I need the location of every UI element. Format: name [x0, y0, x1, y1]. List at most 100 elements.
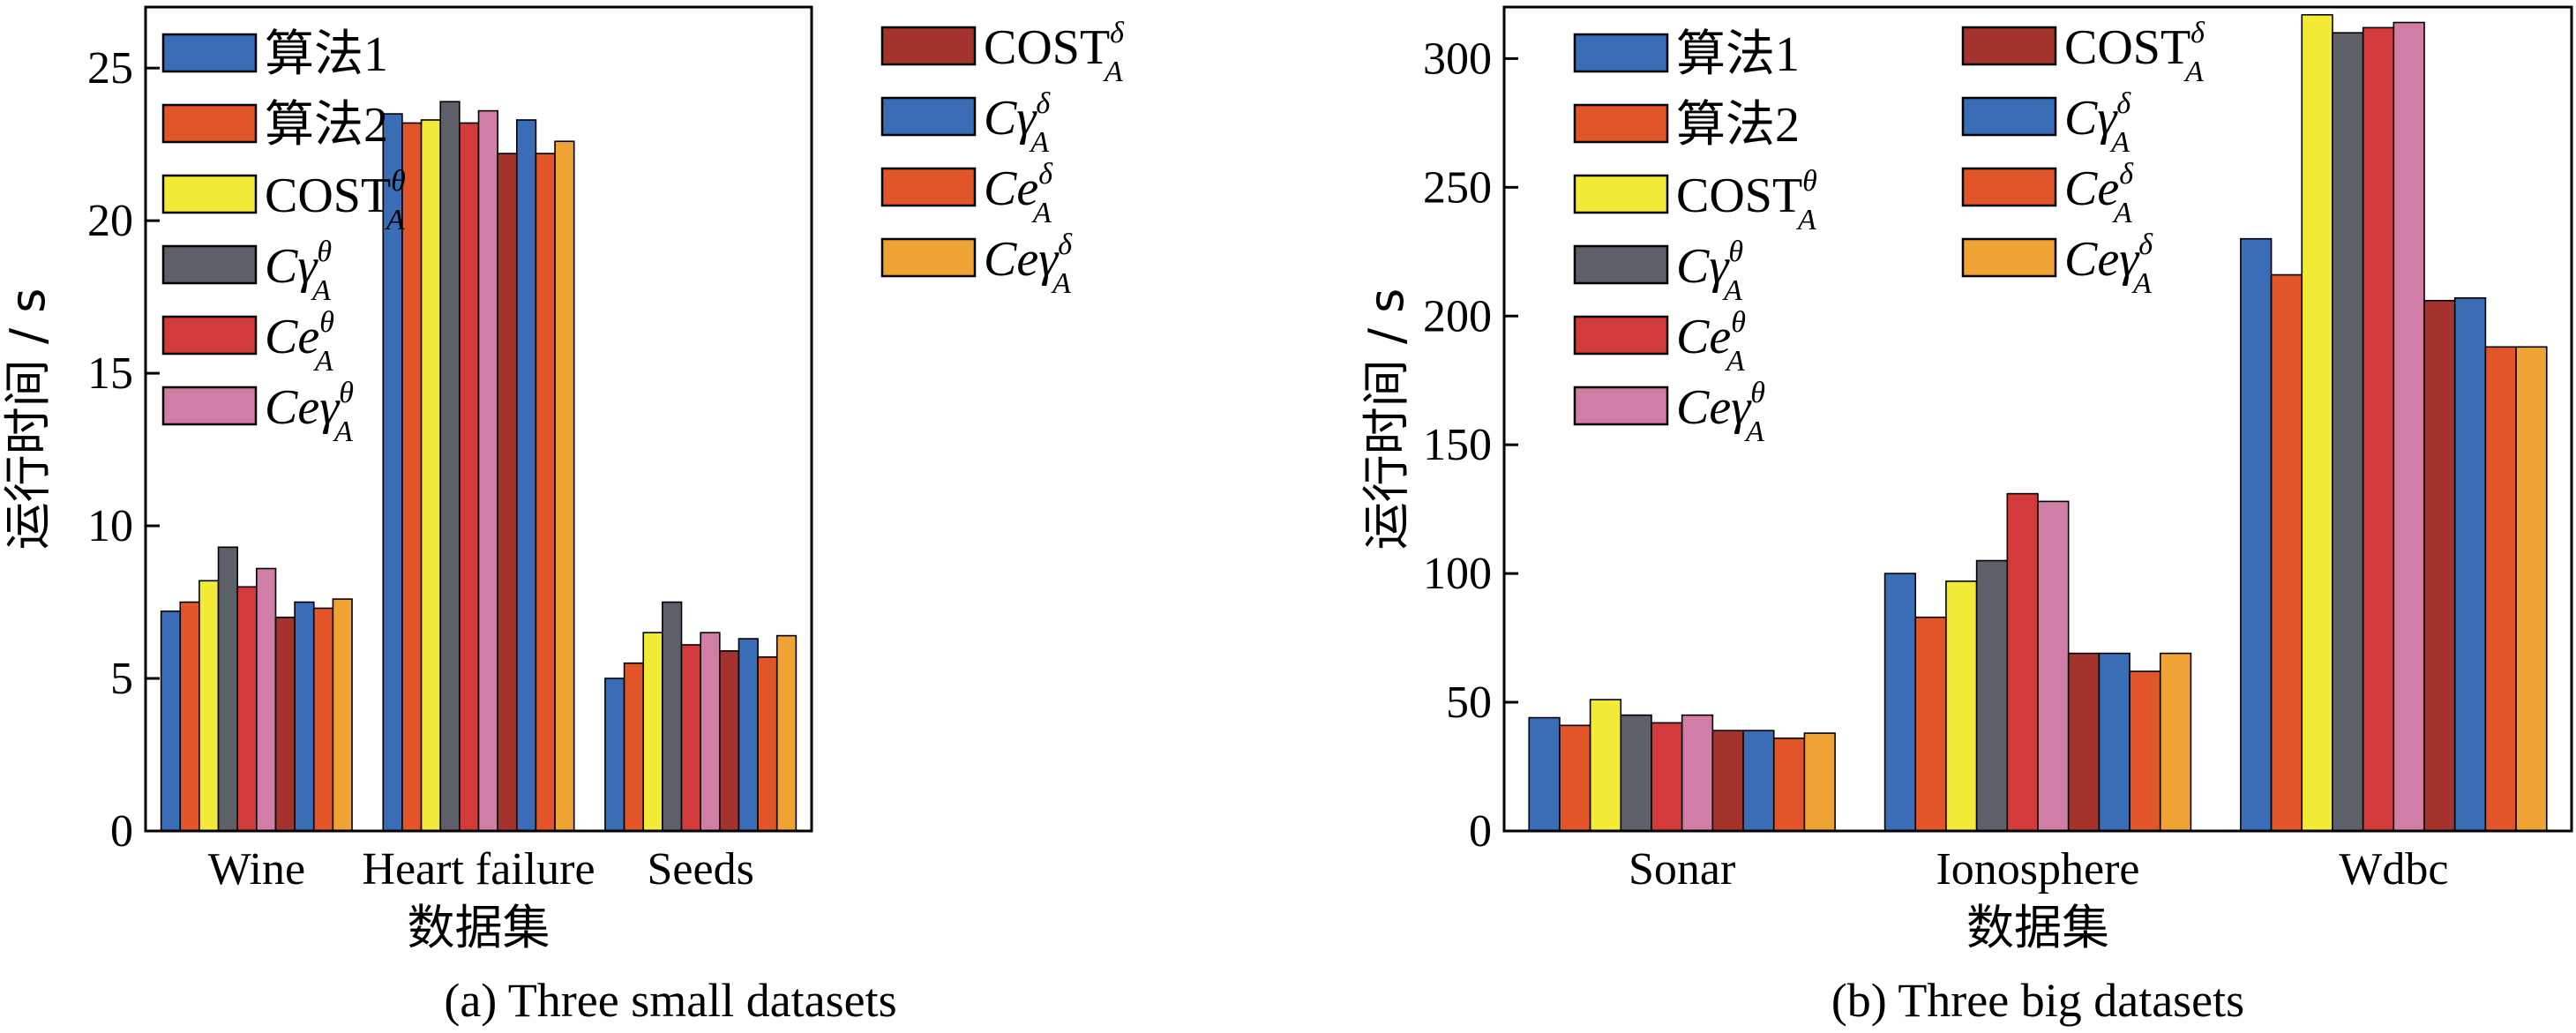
bar-series-10-wine [332, 598, 353, 832]
y-tick-label: 0 [1469, 806, 1492, 857]
legend-swatch [880, 96, 977, 137]
legend-swatch [161, 386, 258, 426]
legend-item: 算法1 [161, 27, 388, 82]
legend-swatch [1961, 96, 2057, 137]
bar-series-9-sonar [1772, 737, 1806, 832]
bar-series-4-seeds [662, 601, 683, 832]
bar-series-4-heart-failure [439, 101, 461, 832]
plot-frame [1502, 5, 2573, 833]
legend-item: Cγδ A [1961, 87, 2131, 159]
bar-series-5-seeds [680, 644, 701, 832]
legend-swatch [161, 244, 258, 285]
y-tick-label: 50 [1446, 677, 1492, 728]
bar-series-8-ionosphere [2098, 652, 2130, 832]
legend-item: Ceγθ A [161, 377, 354, 448]
bar-series-6-seeds [700, 632, 721, 832]
legend-item: Ceγθ A [1573, 377, 1765, 448]
bar-series-10-seeds [775, 634, 798, 832]
legend-swatch [1961, 26, 2057, 66]
bar-series-8-heart-failure [515, 119, 537, 832]
legend-swatch [1573, 315, 1669, 356]
x-category-label: Ionosphere [1936, 844, 2139, 895]
legend-label: 算法2 [265, 98, 388, 153]
bar-series-3-ionosphere [1945, 580, 1978, 832]
bar-series-2-wine [179, 601, 200, 832]
bar-series-8-sonar [1742, 730, 1775, 832]
bar-series-9-wdbc [2484, 346, 2517, 832]
bar-series-8-wine [294, 601, 315, 832]
bar-series-10-sonar [1803, 732, 1836, 832]
bar-series-7-seeds [719, 650, 740, 832]
bar-series-10-heart-failure [554, 140, 575, 832]
x-axis-title: 数据集 [408, 900, 550, 955]
legend-swatch [1573, 244, 1669, 285]
bar-series-1-seeds [604, 677, 625, 832]
legend-label: 算法1 [1676, 27, 1800, 82]
bar-series-7-heart-failure [497, 153, 518, 832]
legend-item: COSTδ A [880, 17, 1125, 88]
legend-swatch [880, 237, 977, 278]
chart-big-datasets: 0 50 100 150 200 250 300 Sonar Ionosphere Wdbc 数据集… [1359, 5, 2573, 1027]
bar-series-3-wine [198, 580, 220, 832]
bar-series-2-heart-failure [401, 122, 423, 832]
legend-label: COSTδ A [2064, 17, 2205, 88]
bar-series-1-wdbc [2240, 237, 2273, 832]
y-tick-label: 5 [110, 654, 133, 704]
bar-series-5-ionosphere [2006, 492, 2039, 832]
legend-label: COSTθ A [265, 165, 406, 236]
y-axis-title: 运行时间 / s [0, 288, 56, 550]
x-axis-title: 数据集 [1966, 900, 2109, 955]
bar-series-7-wine [274, 617, 296, 832]
legend-item: Ceγδ A [1961, 228, 2153, 300]
bar-series-1-sonar [1528, 716, 1561, 832]
legend-swatch [1573, 386, 1669, 426]
legend-item: COSTθ A [161, 165, 406, 236]
x-category-label: Wdbc [2339, 844, 2448, 895]
legend-swatch [880, 167, 977, 207]
legend-label: COSTθ A [1676, 165, 1817, 236]
legend-label: Ceθ A [1676, 306, 1746, 378]
bar-series-3-wdbc [2301, 13, 2333, 832]
legend-item: 算法2 [1573, 98, 1800, 153]
legend-swatch [161, 174, 258, 214]
legend-item: Ceθ A [1573, 306, 1746, 378]
bar-series-6-ionosphere [2037, 500, 2070, 832]
bar-series-8-wdbc [2453, 297, 2487, 832]
legend-label: Ceθ A [265, 306, 334, 378]
legend-swatch [161, 315, 258, 356]
bar-series-6-wine [256, 567, 277, 832]
y-tick-label: 10 [87, 501, 133, 551]
y-tick-label: 200 [1423, 291, 1492, 341]
bar-series-3-seeds [642, 632, 663, 832]
y-tick-label: 20 [87, 196, 133, 246]
bar-series-10-ionosphere [2159, 652, 2192, 832]
legend-label: 算法1 [265, 27, 388, 82]
legend-item: Cγθ A [161, 236, 332, 307]
legend-item: Cγδ A [880, 87, 1051, 159]
legend-label: Cγθ A [1676, 236, 1743, 307]
bar-series-4-wdbc [2332, 32, 2364, 832]
bar-series-7-sonar [1711, 730, 1744, 832]
x-category-label: Heart failure [362, 844, 595, 895]
legend-label: Ceδ A [984, 158, 1053, 229]
y-tick-label: 150 [1423, 420, 1492, 470]
legend-swatch [880, 26, 977, 66]
bar-series-5-sonar [1651, 722, 1683, 832]
x-category-label: Seeds [648, 844, 754, 895]
legend-label: Cγθ A [265, 236, 332, 307]
chart-caption: (b) Three big datasets [1831, 974, 2244, 1027]
legend-item: Ceγδ A [880, 228, 1073, 300]
bar-series-2-seeds [623, 662, 645, 832]
bar-series-5-wine [236, 586, 258, 832]
legend-swatch [161, 33, 258, 73]
chart-caption: (a) Three small datasets [444, 974, 896, 1027]
legend-swatch [1961, 167, 2057, 207]
legend-label: Cγδ A [984, 87, 1051, 159]
legend-label: Ceδ A [2064, 158, 2134, 229]
chart-small-datasets: 0 5 10 15 20 25 Wine Heart failure Seeds 数据集 运行时间 … [0, 5, 1125, 1027]
bar-series-6-wdbc [2393, 21, 2425, 832]
legend-item: 算法2 [161, 98, 388, 153]
legend-item: COSTθ A [1573, 165, 1817, 236]
